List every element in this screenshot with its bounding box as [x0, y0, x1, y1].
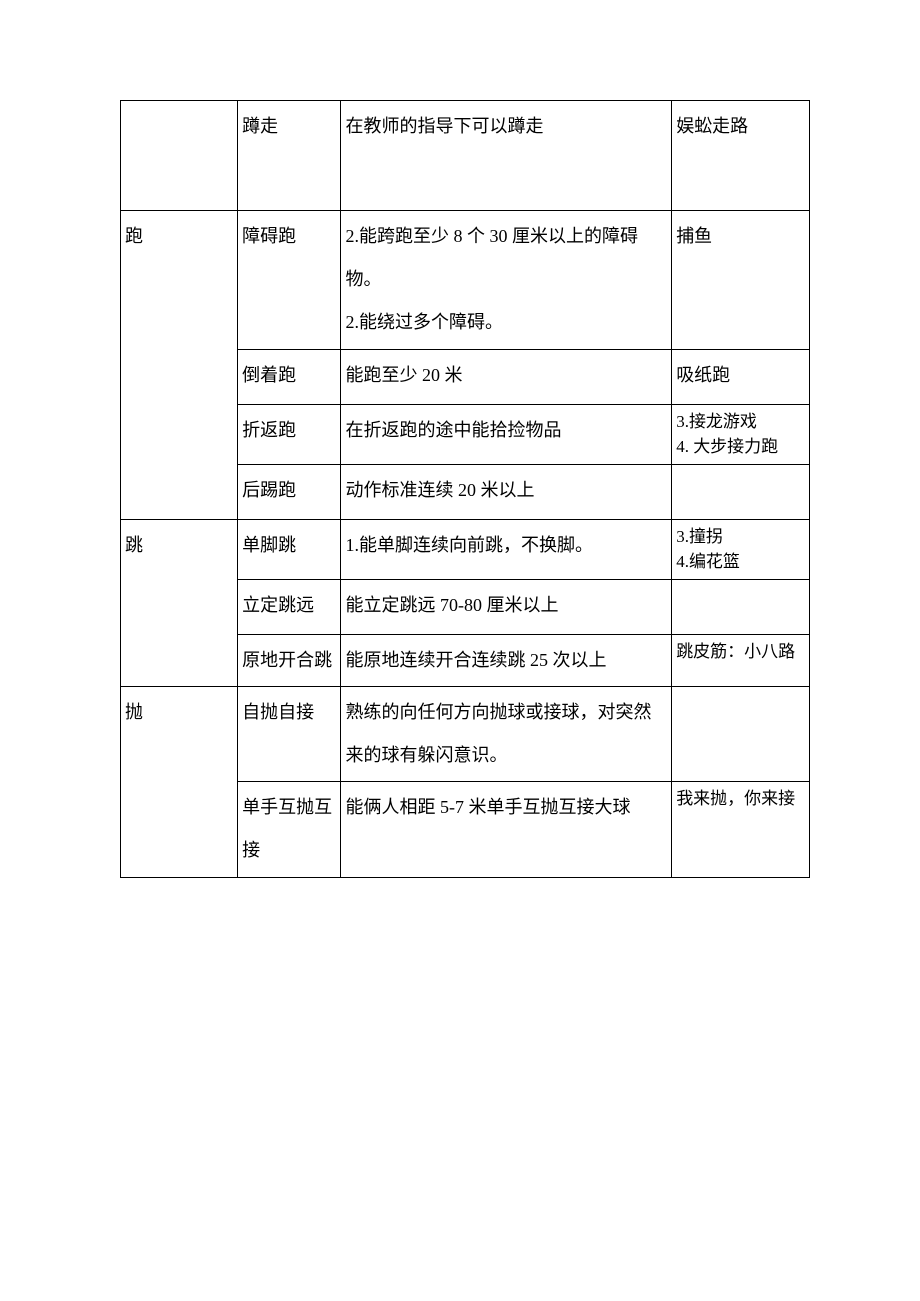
cell-subcategory: 障碍跑 [238, 211, 341, 350]
cell-activity: 娱蚣走路 [672, 101, 810, 211]
cell-standard: 在教师的指导下可以蹲走 [341, 101, 672, 211]
cell-standard: 能立定跳远 70-80 厘米以上 [341, 579, 672, 634]
cell-subcategory: 折返跑 [238, 404, 341, 464]
cell-category: 抛 [121, 686, 238, 877]
cell-activity: 捕鱼 [672, 211, 810, 350]
cell-subcategory: 单脚跳 [238, 519, 341, 579]
cell-standard: 能原地连续开合连续跳 25 次以上 [341, 634, 672, 686]
cell-category: 跑 [121, 211, 238, 520]
curriculum-table: 蹲走 在教师的指导下可以蹲走 娱蚣走路 跑 障碍跑 2.能跨跑至少 8 个 30… [120, 100, 810, 878]
cell-subcategory: 原地开合跳 [238, 634, 341, 686]
cell-standard: 动作标准连续 20 米以上 [341, 464, 672, 519]
cell-standard: 1.能单脚连续向前跳，不换脚。 [341, 519, 672, 579]
cell-subcategory: 倒着跑 [238, 349, 341, 404]
cell-standard: 能俩人相距 5-7 米单手互抛互接大球 [341, 782, 672, 877]
cell-subcategory: 立定跳远 [238, 579, 341, 634]
cell-activity: 吸纸跑 [672, 349, 810, 404]
cell-standard: 能跑至少 20 米 [341, 349, 672, 404]
cell-category: 跳 [121, 519, 238, 686]
cell-activity: 3.接龙游戏4. 大步接力跑 [672, 404, 810, 464]
cell-activity [672, 464, 810, 519]
cell-subcategory: 单手互抛互接 [238, 782, 341, 877]
cell-category [121, 101, 238, 211]
cell-standard: 2.能跨跑至少 8 个 30 厘米以上的障碍物。2.能绕过多个障碍。 [341, 211, 672, 350]
cell-subcategory: 后踢跑 [238, 464, 341, 519]
cell-activity [672, 686, 810, 781]
cell-activity: 3.撞拐4.编花篮 [672, 519, 810, 579]
cell-subcategory: 自抛自接 [238, 686, 341, 781]
cell-activity: 我来抛，你来接 [672, 782, 810, 877]
cell-activity [672, 579, 810, 634]
cell-standard: 在折返跑的途中能拾捡物品 [341, 404, 672, 464]
cell-standard: 熟练的向任何方向抛球或接球，对突然来的球有躲闪意识。 [341, 686, 672, 781]
cell-activity: 跳皮筋：小八路 [672, 634, 810, 686]
cell-subcategory: 蹲走 [238, 101, 341, 211]
